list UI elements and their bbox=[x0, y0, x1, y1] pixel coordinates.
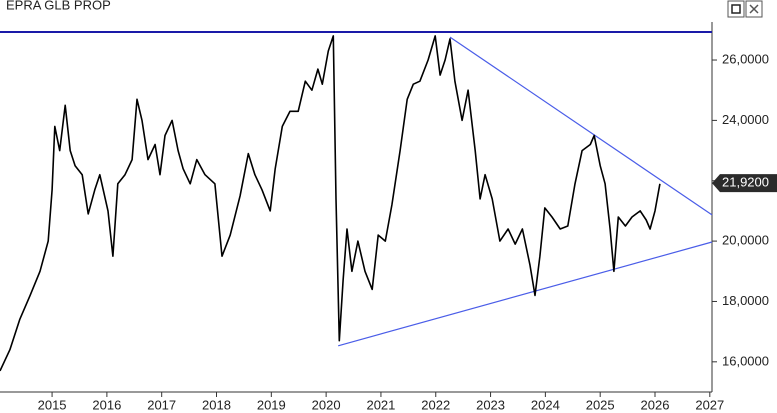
y-tick-label: 26,0000 bbox=[722, 51, 769, 66]
y-tick-label: 18,0000 bbox=[722, 293, 769, 308]
y-tick-label: 16,0000 bbox=[722, 353, 769, 368]
maximize-icon bbox=[731, 4, 741, 14]
y-tick-label: 24,0000 bbox=[722, 112, 769, 127]
trend-line bbox=[449, 36, 713, 216]
trend-line bbox=[338, 241, 713, 347]
x-tick-label: 2019 bbox=[257, 397, 286, 412]
x-tick-label: 2024 bbox=[531, 397, 560, 412]
x-tick-label: 2015 bbox=[38, 397, 67, 412]
window-buttons bbox=[727, 0, 763, 18]
close-icon bbox=[749, 4, 759, 14]
x-tick-label: 2017 bbox=[147, 397, 176, 412]
x-tick-label: 2025 bbox=[586, 397, 615, 412]
maximize-button[interactable] bbox=[727, 0, 745, 18]
x-tick-label: 2026 bbox=[641, 397, 670, 412]
x-tick-label: 2021 bbox=[366, 397, 395, 412]
x-tick-label: 2016 bbox=[92, 397, 121, 412]
x-tick-label: 2022 bbox=[421, 397, 450, 412]
chart-title: EPRA GLB PROP bbox=[6, 0, 111, 12]
x-tick-label: 2023 bbox=[476, 397, 505, 412]
price-line bbox=[0, 35, 661, 372]
x-tick-label: 2018 bbox=[202, 397, 231, 412]
x-tick-label: 2027 bbox=[695, 397, 724, 412]
last-value-label: 21,9200 bbox=[722, 175, 769, 190]
y-tick-label: 20,0000 bbox=[722, 233, 769, 248]
last-value-tag bbox=[712, 174, 777, 193]
x-tick-label: 2020 bbox=[312, 397, 341, 412]
